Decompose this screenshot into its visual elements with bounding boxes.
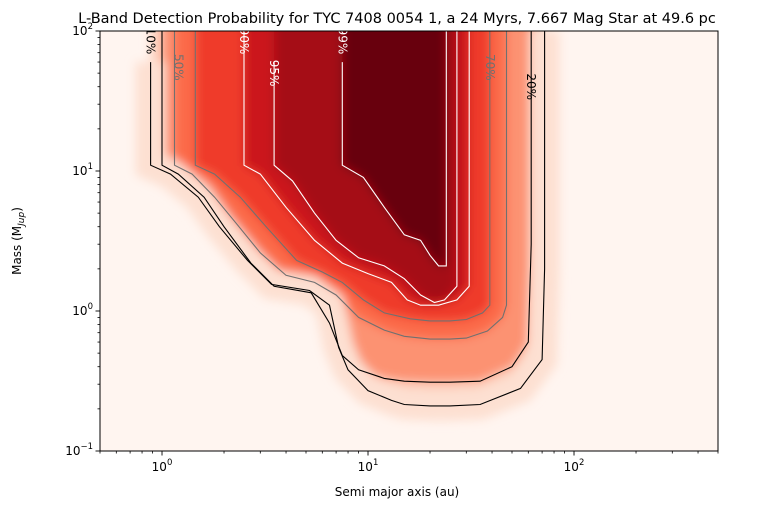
contour-label-20: 20% [524,73,538,100]
x-axis-ticks: 100 101 102 [99,451,719,474]
contour-labels: 10% 20% 50% 70% 90% 95% 99% [144,28,539,100]
heat-region-99 [342,31,447,266]
contour-50 [173,31,508,340]
y-axis-label-main: Mass (M [10,226,24,275]
contour-70 [194,31,491,322]
plot-area: 10% 20% 50% 70% 90% 95% 99% [100,28,718,451]
y-tick-label: 101 [72,162,93,178]
y-axis-label-close: ) [10,207,24,212]
contour-label-90: 90% [237,28,251,55]
contour-20 [161,31,532,383]
plot-frame [99,30,719,452]
y-tick-label: 10−1 [65,442,93,458]
chart-title: L-Band Detection Probability for TYC 740… [78,11,716,27]
x-axis-label: Semi major axis (au) [335,485,459,499]
contour-90 [243,31,470,306]
x-tick-label: 100 [152,458,173,474]
y-axis-label-sub: Jup [17,211,27,227]
contour-label-70: 70% [483,54,497,81]
x-tick-label: 102 [564,458,585,474]
contour-label-95: 95% [267,60,281,87]
y-tick-label: 102 [72,22,93,38]
contour-label-50: 50% [171,54,185,81]
y-axis-label: Mass (MJup) [10,207,27,275]
contour-label-10: 10% [144,28,158,55]
y-tick-label: 100 [72,302,93,318]
y-axis-ticks: 10−1 100 101 102 [65,22,100,458]
contour-95 [273,31,458,304]
contour-label-99: 99% [335,28,349,55]
contour-lines [150,31,546,407]
contour-10 [150,31,546,407]
x-tick-label: 101 [358,458,379,474]
contour-99 [341,31,447,267]
